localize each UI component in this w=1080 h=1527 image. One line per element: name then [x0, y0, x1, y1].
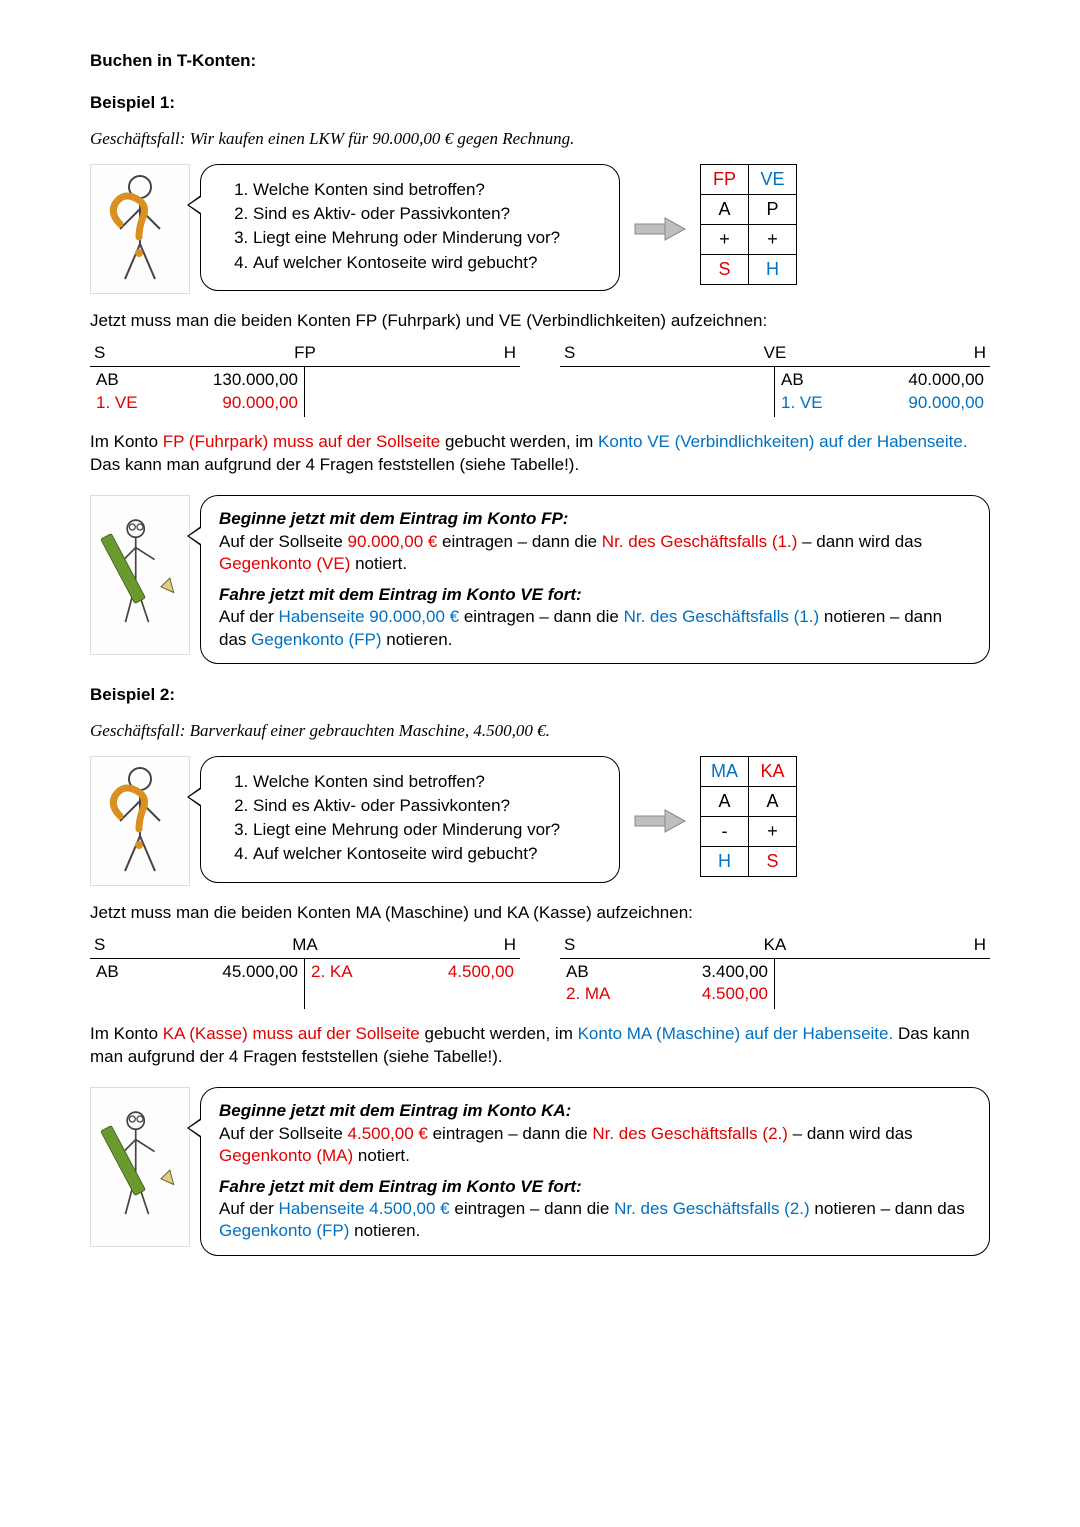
- table-row: 1. VE90.000,00: [781, 392, 984, 414]
- table-row: 1. VE90.000,00: [96, 392, 298, 414]
- questions-list: Welche Konten sind betroffen? Sind es Ak…: [231, 771, 599, 865]
- example2-intro: Jetzt muss man die beiden Konten MA (Mas…: [90, 902, 990, 924]
- tkonto-title: MA: [126, 934, 484, 956]
- table-row: 2. KA4.500,00: [311, 961, 514, 983]
- questions-list: Welche Konten sind betroffen? Sind es Ak…: [231, 179, 599, 273]
- tkonto-row-2: S MA H AB45.000,00 2. KA4.500,00 S KA H …: [90, 934, 990, 1009]
- tkonto-h-label: H: [954, 934, 986, 956]
- tkonto-ma: S MA H AB45.000,00 2. KA4.500,00: [90, 934, 520, 1009]
- example2-label: Beispiel 2:: [90, 684, 990, 706]
- instr-heading: Fahre jetzt mit dem Eintrag im Konto VE …: [219, 584, 971, 606]
- question-item: Liegt eine Mehrung oder Minderung vor?: [253, 819, 599, 841]
- example1-label: Beispiel 1:: [90, 92, 990, 114]
- example2-explain: Im Konto KA (Kasse) muss auf der Sollsei…: [90, 1023, 990, 1069]
- tkonto-s-label: S: [94, 934, 126, 956]
- tkonto-fp: S FP H AB130.000,00 1. VE90.000,00: [90, 342, 520, 417]
- arrow-icon: [630, 214, 690, 244]
- tkonto-ve: S VE H AB40.000,00 1. VE90.000,00: [560, 342, 990, 417]
- table-row: 2. MA4.500,00: [566, 983, 768, 1005]
- stick-figure-question-icon: [90, 164, 190, 294]
- example1-scenario: Geschäftsfall: Wir kaufen einen LKW für …: [90, 128, 990, 150]
- stick-figure-pencil-icon: [90, 495, 190, 655]
- example1-intro: Jetzt muss man die beiden Konten FP (Fuh…: [90, 310, 990, 332]
- tkonto-s-label: S: [564, 934, 596, 956]
- tkonto-ka: S KA H AB3.400,00 2. MA4.500,00: [560, 934, 990, 1009]
- instr-line: Auf der Sollseite 4.500,00 € eintragen –…: [219, 1123, 971, 1168]
- question-item: Auf welcher Kontoseite wird gebucht?: [253, 843, 599, 865]
- tkonto-title: VE: [596, 342, 954, 364]
- questions-bubble: Welche Konten sind betroffen? Sind es Ak…: [200, 756, 620, 882]
- example2-scenario: Geschäftsfall: Barverkauf einer gebrauch…: [90, 720, 990, 742]
- table-row: AB40.000,00: [781, 369, 984, 391]
- tkonto-title: KA: [596, 934, 954, 956]
- table-row: AB45.000,00: [96, 961, 298, 983]
- tkonto-h-label: H: [954, 342, 986, 364]
- question-item: Auf welcher Kontoseite wird gebucht?: [253, 252, 599, 274]
- tkonto-h-label: H: [484, 934, 516, 956]
- tkonto-title: FP: [126, 342, 484, 364]
- question-item: Sind es Aktiv- oder Passivkonten?: [253, 795, 599, 817]
- stick-figure-question-icon: [90, 756, 190, 886]
- example2-instructions: Beginne jetzt mit dem Eintrag im Konto K…: [90, 1087, 990, 1256]
- instr-heading: Fahre jetzt mit dem Eintrag im Konto VE …: [219, 1176, 971, 1198]
- summary-table: FPVE AP ++ SH: [700, 164, 797, 285]
- arrow-icon: [630, 806, 690, 836]
- tkonto-row-1: S FP H AB130.000,00 1. VE90.000,00 S VE …: [90, 342, 990, 417]
- instruction-bubble: Beginne jetzt mit dem Eintrag im Konto K…: [200, 1087, 990, 1256]
- question-item: Sind es Aktiv- oder Passivkonten?: [253, 203, 599, 225]
- table-row: AB3.400,00: [566, 961, 768, 983]
- instr-line: Auf der Habenseite 90.000,00 € eintragen…: [219, 606, 971, 651]
- question-item: Welche Konten sind betroffen?: [253, 179, 599, 201]
- summary-table: MAKA AA -+ HS: [700, 756, 797, 877]
- stick-figure-pencil-icon: [90, 1087, 190, 1247]
- question-item: Welche Konten sind betroffen?: [253, 771, 599, 793]
- instr-line: Auf der Sollseite 90.000,00 € eintragen …: [219, 531, 971, 576]
- example1-question-block: Welche Konten sind betroffen? Sind es Ak…: [90, 164, 990, 294]
- instr-heading: Beginne jetzt mit dem Eintrag im Konto K…: [219, 1100, 971, 1122]
- tkonto-h-label: H: [484, 342, 516, 364]
- example1-explain: Im Konto FP (Fuhrpark) muss auf der Soll…: [90, 431, 990, 477]
- example1-instructions: Beginne jetzt mit dem Eintrag im Konto F…: [90, 495, 990, 664]
- tkonto-s-label: S: [564, 342, 596, 364]
- instr-line: Auf der Habenseite 4.500,00 € eintragen …: [219, 1198, 971, 1243]
- tkonto-s-label: S: [94, 342, 126, 364]
- question-item: Liegt eine Mehrung oder Minderung vor?: [253, 227, 599, 249]
- table-row: AB130.000,00: [96, 369, 298, 391]
- instr-heading: Beginne jetzt mit dem Eintrag im Konto F…: [219, 508, 971, 530]
- example2-question-block: Welche Konten sind betroffen? Sind es Ak…: [90, 756, 990, 886]
- questions-bubble: Welche Konten sind betroffen? Sind es Ak…: [200, 164, 620, 290]
- instruction-bubble: Beginne jetzt mit dem Eintrag im Konto F…: [200, 495, 990, 664]
- page-title: Buchen in T-Konten:: [90, 50, 990, 72]
